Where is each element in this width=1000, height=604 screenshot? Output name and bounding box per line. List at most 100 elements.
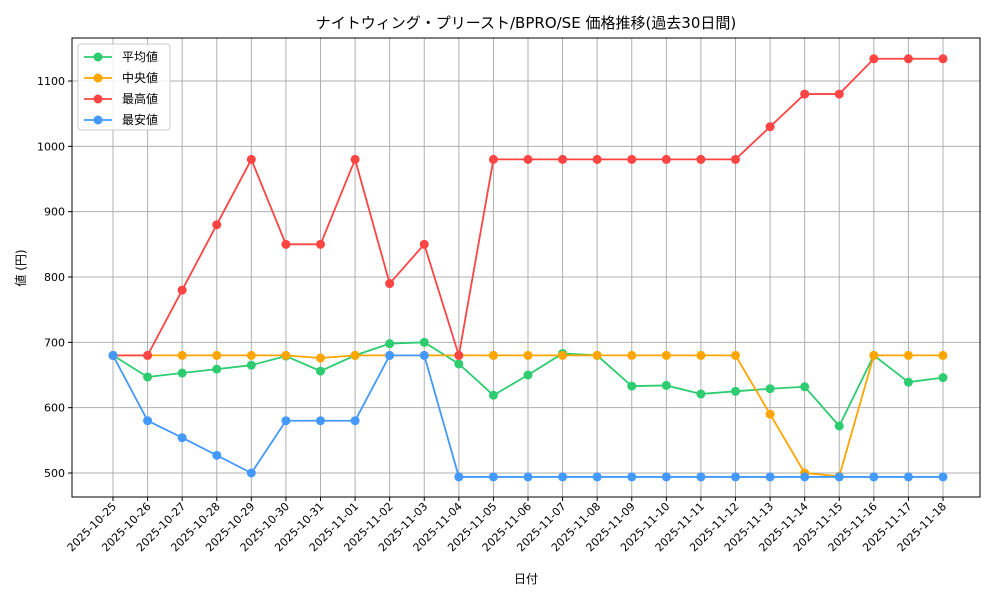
data-point (731, 472, 740, 482)
x-axis-label: 日付 (514, 572, 538, 586)
y-tick-label: 1100 (37, 75, 65, 88)
y-axis: 500 600 700 800 900 1000 1100 (37, 75, 72, 480)
data-point (903, 377, 913, 387)
y-tick-label: 500 (44, 467, 65, 480)
data-point (869, 54, 879, 64)
data-point (800, 382, 810, 392)
data-point (419, 239, 429, 249)
y-tick-label: 800 (44, 271, 65, 284)
data-point (350, 350, 360, 360)
data-point (488, 350, 498, 360)
data-point (385, 339, 395, 349)
data-point (488, 390, 498, 400)
data-point (627, 381, 637, 391)
data-point (558, 154, 568, 164)
data-point (177, 350, 187, 360)
data-point (454, 350, 464, 360)
data-point (212, 350, 222, 360)
data-point (246, 350, 256, 360)
data-point (523, 350, 533, 360)
data-point (558, 350, 568, 360)
data-point (350, 416, 360, 426)
legend-marker (93, 52, 103, 62)
data-point (454, 472, 464, 482)
y-tick-label: 700 (44, 336, 65, 349)
data-point (661, 472, 671, 482)
data-point (143, 416, 153, 426)
data-point (177, 285, 187, 295)
data-point (316, 239, 325, 249)
data-point (903, 54, 913, 64)
data-point (316, 366, 325, 376)
data-point (765, 409, 775, 419)
grid (72, 38, 980, 497)
y-tick-label: 900 (44, 206, 65, 219)
data-point (419, 350, 429, 360)
data-point (523, 472, 533, 482)
data-point (246, 360, 256, 370)
data-point (212, 364, 222, 374)
data-point (592, 350, 602, 360)
data-point (696, 472, 706, 482)
data-point (938, 54, 948, 64)
legend-marker (93, 115, 103, 125)
data-point (661, 380, 671, 390)
series-lines (108, 54, 948, 482)
legend-marker (93, 94, 103, 104)
data-point (316, 416, 325, 426)
data-point (419, 337, 429, 347)
data-point (731, 386, 740, 396)
data-point (696, 154, 706, 164)
data-point (143, 372, 153, 382)
data-point (903, 350, 913, 360)
series-最高値 (108, 54, 948, 360)
data-point (212, 220, 222, 230)
data-point (523, 370, 533, 380)
data-point (523, 154, 533, 164)
chart-title: ナイトウィング・プリースト/BPRO/SE 価格推移(過去30日間) (316, 14, 736, 32)
data-point (696, 389, 706, 399)
data-point (661, 154, 671, 164)
x-axis: 2025-10-252025-10-262025-10-272025-10-28… (65, 497, 949, 554)
data-point (246, 468, 256, 478)
y-tick-label: 1000 (37, 140, 65, 153)
data-point (177, 368, 187, 378)
data-point (385, 350, 395, 360)
data-point (143, 350, 153, 360)
data-point (765, 122, 775, 132)
data-point (800, 472, 810, 482)
data-point (661, 350, 671, 360)
data-point (558, 472, 568, 482)
data-point (108, 350, 118, 360)
data-point (281, 416, 291, 426)
data-point (592, 472, 602, 482)
data-point (834, 89, 844, 99)
data-point (246, 154, 256, 164)
data-point (731, 154, 740, 164)
series-最安値 (108, 350, 948, 482)
y-axis-label: 値 (円) (13, 249, 28, 286)
data-point (938, 350, 948, 360)
legend-marker (93, 73, 103, 83)
legend-label: 中央値 (122, 70, 158, 85)
y-tick-label: 600 (44, 402, 65, 415)
data-point (488, 154, 498, 164)
data-point (212, 450, 222, 460)
legend-label: 最安値 (122, 112, 158, 127)
data-point (454, 359, 464, 369)
data-point (834, 472, 844, 482)
legend-label: 平均値 (122, 49, 158, 64)
data-point (731, 350, 740, 360)
data-point (765, 472, 775, 482)
legend-box (77, 43, 171, 131)
data-point (350, 154, 360, 164)
data-point (316, 353, 325, 363)
data-point (938, 472, 948, 482)
legend-label: 最高値 (122, 91, 158, 106)
data-point (385, 279, 395, 289)
data-point (281, 239, 291, 249)
data-point (627, 350, 637, 360)
data-point (834, 421, 844, 431)
